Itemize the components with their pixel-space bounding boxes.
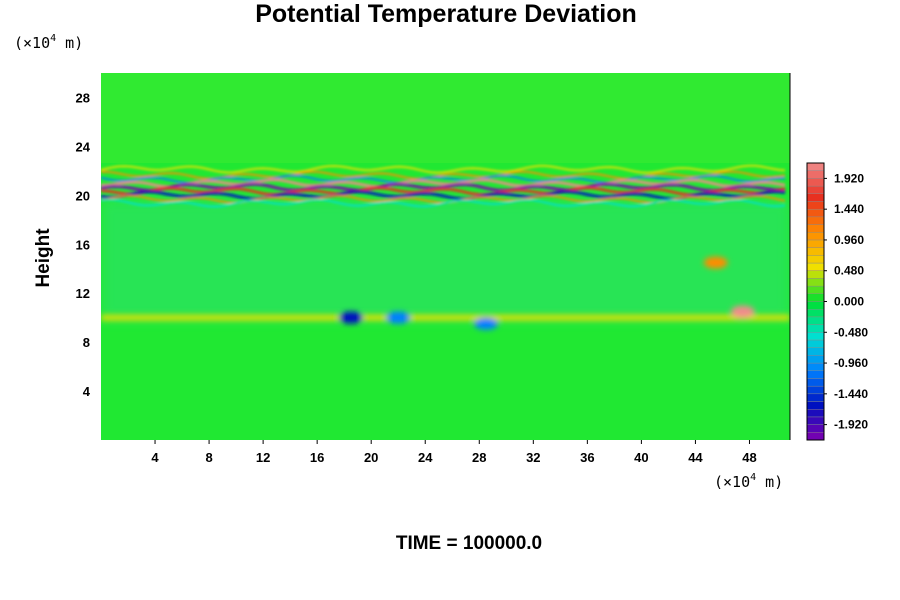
colorbar-segment [806, 255, 825, 264]
colorbar-segment [806, 416, 825, 425]
heatmap-plot-area [101, 73, 790, 440]
colorbar-segment [806, 393, 825, 402]
colorbar-segment [806, 247, 825, 256]
colorbar-segment [806, 170, 825, 179]
turbulent-layer-stripe [101, 174, 786, 184]
colorbar-segment [806, 208, 825, 218]
colorbar-segment [806, 378, 825, 387]
colorbar-segment [806, 224, 825, 233]
colorbar-segment [806, 162, 825, 171]
colorbar-segment [806, 239, 825, 248]
colorbar-segment [806, 285, 825, 295]
colorbar-label: -0.960 [834, 356, 868, 370]
x-tick-label: 48 [742, 450, 756, 465]
colorbar-segment [806, 185, 825, 194]
x-tick-label: 40 [634, 450, 648, 465]
colorbar-segment [806, 332, 825, 341]
colorbar-segment [806, 362, 825, 371]
y-tick-label: 4 [83, 384, 91, 399]
colorbar-segment [806, 432, 825, 441]
chart-title: Potential Temperature Deviation [255, 0, 637, 28]
feature-blob [338, 311, 363, 324]
y-axis-label: Height [33, 228, 54, 288]
upper-layer-shade [101, 73, 790, 163]
y-tick-label: 28 [76, 90, 90, 105]
colorbar-label: 1.920 [834, 171, 864, 185]
colorbar-label: -0.480 [834, 325, 868, 339]
x-tick-label: 28 [472, 450, 486, 465]
feature-blob [703, 256, 728, 269]
colorbar-segment [806, 370, 825, 379]
y-tick-label: 20 [76, 188, 90, 203]
x-tick-label: 8 [205, 450, 212, 465]
colorbar-segment [806, 308, 825, 318]
x-tick-label: 36 [580, 450, 594, 465]
feature-band [101, 314, 790, 321]
x-tick-label: 32 [526, 450, 540, 465]
colorbar: 1.920 1.440 0.960 0.480 0.000 -0.480 -0.960 -1.… [806, 162, 868, 441]
turbulent-layer-stripe [101, 182, 786, 193]
colorbar-segment [806, 316, 825, 325]
colorbar-label: 0.480 [834, 264, 864, 278]
y-tick-label: 8 [83, 335, 90, 350]
colorbar-segment [806, 193, 825, 202]
colorbar-segment [806, 355, 825, 364]
turbulent-layer-stripe [101, 198, 786, 208]
mid-layer-tint [101, 200, 790, 320]
colorbar-segment [806, 178, 825, 187]
x-tick-label: 12 [256, 450, 270, 465]
y-axis-unit: (×104 m) [14, 33, 83, 52]
colorbar-segment [806, 424, 825, 433]
feature-blob [730, 305, 755, 318]
colorbar-segment [806, 401, 825, 410]
turbulent-layer-stripe [101, 178, 786, 189]
x-axis-unit: (×104 m) [714, 472, 783, 491]
x-axis-ticks: 4 8 12 16 20 24 28 32 36 40 44 48 [151, 440, 757, 465]
colorbar-label: 1.440 [834, 202, 864, 216]
colorbar-label: 0.000 [834, 295, 864, 309]
x-tick-label: 24 [418, 450, 433, 465]
colorbar-segment [806, 232, 825, 241]
colorbar-segment [806, 409, 825, 418]
x-tick-label: 16 [310, 450, 324, 465]
colorbar-segment [806, 324, 825, 333]
y-tick-label: 24 [76, 139, 91, 154]
colorbar-segment [806, 301, 825, 310]
colorbar-label: 0.960 [834, 233, 864, 247]
y-tick-label: 16 [76, 237, 90, 252]
colorbar-label: -1.440 [834, 387, 868, 401]
colorbar-segment [806, 270, 825, 279]
colorbar-segment [806, 201, 825, 210]
colorbar-segment [806, 347, 825, 356]
turbulent-layer-stripe [101, 164, 786, 174]
feature-blob [386, 311, 411, 324]
colorbar-label: -1.920 [834, 418, 868, 432]
y-axis-ticks: 4 8 12 16 20 24 28 [76, 90, 91, 399]
y-tick-label: 12 [76, 286, 90, 301]
colorbar-segment [806, 262, 825, 271]
x-tick-label: 4 [151, 450, 159, 465]
colorbar-segment [806, 278, 825, 287]
colorbar-segment [806, 385, 825, 395]
feature-blob [474, 317, 499, 330]
turbulent-layer-stripe [101, 186, 786, 197]
x-tick-label: 20 [364, 450, 378, 465]
colorbar-segment [806, 339, 825, 348]
colorbar-segment [806, 216, 825, 225]
time-label: TIME = 100000.0 [396, 533, 542, 554]
x-tick-label: 44 [688, 450, 703, 465]
colorbar-segment [806, 293, 825, 302]
